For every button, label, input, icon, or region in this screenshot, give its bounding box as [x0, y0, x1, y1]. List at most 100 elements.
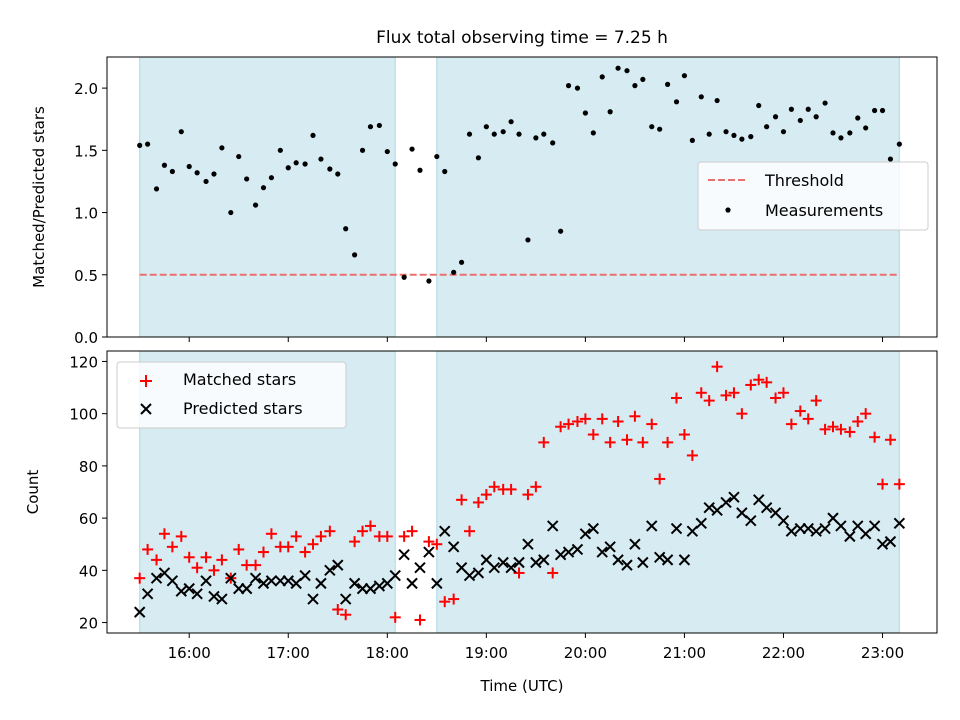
measurement-point — [830, 130, 836, 136]
measurement-point — [797, 117, 803, 124]
predicted-star-point — [587, 522, 600, 535]
matched-star-point — [357, 525, 369, 537]
predicted-star-point — [646, 520, 658, 532]
bottom-y-tick-label: 80 — [79, 458, 98, 476]
measurement-point — [706, 131, 712, 137]
matched-star-point — [662, 436, 674, 448]
measurement-point — [376, 122, 382, 129]
matched-star-point — [282, 541, 294, 553]
predicted-star-point — [431, 577, 443, 590]
matched-star-point — [134, 572, 146, 584]
predicted-star-point — [703, 501, 715, 514]
matched-star-point — [745, 379, 757, 391]
ratio-points — [137, 65, 902, 284]
predicted-star-point — [686, 525, 699, 537]
legend-measurements-swatch — [725, 207, 731, 213]
measurement-point — [335, 171, 341, 177]
matched-star-point — [893, 478, 905, 490]
matched-star-point — [431, 538, 443, 550]
matched-star-point — [191, 562, 203, 574]
measurement-point — [516, 131, 522, 137]
x-tick-label: 21:00 — [663, 644, 706, 662]
measurement-point — [599, 74, 605, 80]
predicted-star-point — [216, 593, 228, 605]
measurement-point — [508, 119, 514, 125]
predicted-star-point — [720, 496, 732, 509]
predicted-star-point — [332, 559, 344, 571]
measurement-point — [772, 114, 779, 120]
matched-star-point — [364, 520, 376, 532]
measurement-point — [169, 168, 175, 175]
measurement-point — [574, 85, 581, 91]
matched-star-point — [802, 413, 814, 425]
predicted-star-point — [802, 522, 814, 535]
matched-star-point — [208, 564, 220, 576]
predicted-star-point — [364, 582, 377, 595]
legend-predicted-swatch — [140, 403, 152, 415]
measurement-point — [392, 161, 398, 167]
matched-star-point — [414, 614, 426, 626]
matched-star-point — [629, 410, 641, 422]
predicted-star-point — [579, 528, 592, 540]
measurement-point — [285, 165, 291, 171]
predicted-star-point — [133, 606, 146, 618]
matched-star-point — [250, 559, 262, 571]
measurement-point — [302, 161, 308, 167]
predicted-star-point — [546, 520, 559, 532]
matched-star-point — [612, 416, 624, 427]
x-tick-label: 16:00 — [168, 644, 211, 662]
chart-title: Flux total observing time = 7.25 h — [376, 28, 668, 48]
measurement-point — [615, 65, 621, 71]
matched-star-point — [522, 489, 534, 501]
predicted-star-point — [513, 556, 525, 569]
bottom-legend: Matched stars Predicted stars — [116, 361, 347, 429]
measurement-point — [550, 140, 556, 146]
matched-star-point — [571, 416, 583, 427]
predicted-star-point — [166, 575, 179, 587]
predicted-star-point — [175, 585, 187, 597]
measurement-point — [533, 135, 539, 141]
matched-star-point — [448, 593, 460, 605]
matched-star-point — [315, 530, 327, 542]
predicted-star-point — [290, 577, 302, 590]
top-y-tick-label: 1.0 — [74, 205, 98, 223]
matched-star-point — [158, 528, 170, 540]
predicted-star-point — [736, 507, 748, 519]
top-shaded-span — [139, 56, 396, 338]
top-y-tick-label: 2.0 — [74, 80, 98, 98]
bottom-y-tick-label: 40 — [79, 562, 98, 580]
measurement-point — [624, 68, 630, 74]
matched-star-point — [777, 387, 789, 399]
matched-star-point — [439, 596, 451, 608]
matched-star-point — [728, 387, 740, 399]
top-y-tick-label: 0.5 — [74, 267, 98, 285]
measurement-point — [896, 141, 902, 147]
matched-star-point — [621, 434, 633, 446]
predicted-star-point — [414, 562, 426, 574]
predicted-star-point — [678, 554, 691, 566]
matched-star-point — [604, 436, 616, 448]
matched-star-point — [257, 546, 269, 558]
predicted-star-point — [835, 520, 847, 532]
bottom-y-tick-label: 120 — [69, 353, 98, 371]
predicted-star-point — [488, 562, 500, 574]
measurement-point — [764, 124, 770, 130]
predicted-star-point — [423, 546, 435, 558]
matched-star-point — [142, 543, 154, 555]
matched-star-point — [538, 436, 550, 448]
predicted-star-point — [596, 546, 608, 558]
measurement-point — [211, 171, 217, 177]
predicted-star-point — [307, 593, 319, 605]
measurement-point — [194, 170, 200, 176]
measurement-point — [855, 115, 861, 121]
measurement-point — [657, 126, 663, 132]
predicted-star-point — [629, 538, 641, 550]
top-y-tick-label: 0.0 — [74, 329, 98, 347]
measurement-point — [343, 226, 349, 232]
measurement-point — [872, 107, 878, 114]
measurement-point — [268, 175, 275, 181]
predicted-star-point — [265, 575, 278, 587]
measurement-point — [293, 160, 299, 166]
matched-star-point — [216, 554, 228, 566]
matched-star-point — [547, 567, 559, 579]
